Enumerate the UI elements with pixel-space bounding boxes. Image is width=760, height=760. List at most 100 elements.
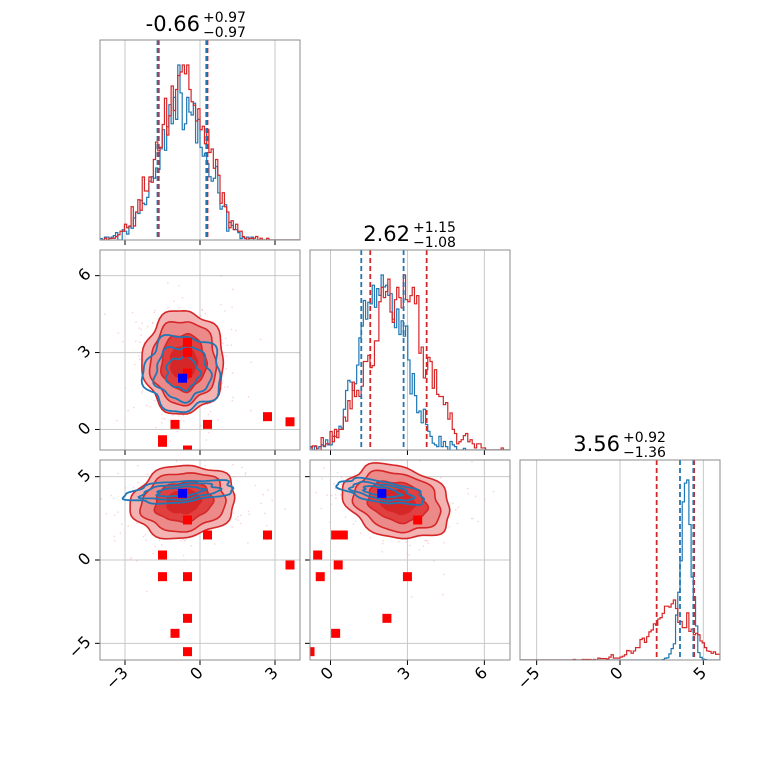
scatter-point: [304, 478, 306, 480]
scatter-point: [121, 523, 123, 525]
scatter-point: [265, 524, 268, 527]
hist-series-b: [100, 64, 300, 240]
sample-marker: [183, 368, 192, 378]
scatter-point: [158, 458, 160, 460]
scatter-point: [154, 309, 156, 312]
scatter-point: [224, 310, 226, 312]
axes-frame: [309, 459, 511, 661]
axes-frame: [519, 459, 721, 661]
scatter-point: [172, 464, 174, 466]
scatter-point: [182, 554, 185, 557]
quantile-lines: [360, 250, 428, 450]
scatter-point: [183, 420, 185, 422]
scatter-point: [117, 511, 119, 513]
sample-marker: [285, 417, 295, 427]
sample-marker: [183, 515, 192, 525]
scatter-point: [212, 446, 214, 448]
x-tick-label: 3: [394, 663, 415, 684]
scatter-point: [167, 454, 169, 456]
scatter-point: [139, 358, 141, 361]
sample-marker: [170, 419, 180, 429]
scatter-point: [135, 522, 138, 525]
scatter-point: [138, 327, 140, 330]
scatter-point: [448, 526, 451, 528]
scatter-point: [340, 476, 343, 479]
scatter-point: [164, 418, 166, 420]
scatter-point: [100, 498, 103, 500]
scatter-point: [264, 512, 266, 515]
scatter-point: [336, 471, 339, 474]
scatter-point: [455, 509, 457, 511]
scatter-point: [149, 405, 151, 408]
scatter-point: [352, 523, 355, 525]
scatter-point: [474, 495, 477, 498]
scatter-point: [321, 477, 323, 480]
truth-marker: [178, 373, 187, 383]
scatter-point: [320, 507, 323, 510]
axes-frame: [99, 459, 301, 661]
scatter-point: [425, 455, 427, 457]
scatter-point: [205, 439, 208, 441]
scatter-point: [207, 431, 210, 434]
contours-series-b: [335, 476, 426, 506]
scatter-point: [426, 540, 429, 542]
scatter-point: [334, 493, 337, 496]
scatter-point: [443, 542, 445, 544]
scatter-point: [227, 386, 229, 388]
sample-marker: [183, 445, 192, 450]
contours-series-b: [140, 334, 222, 414]
x-tick-label: 5: [690, 663, 711, 684]
truth-marker: [377, 488, 387, 498]
scatter-point: [204, 464, 206, 467]
scatter-point: [259, 338, 262, 341]
scatter-point: [483, 498, 486, 501]
scatter-point: [226, 344, 229, 347]
scatter-point: [368, 458, 370, 460]
scatter-point: [117, 472, 119, 475]
scatter-point: [470, 517, 473, 520]
x-tick-label: 6: [471, 663, 492, 684]
sample-marker: [170, 628, 180, 638]
contour-level-b: [140, 334, 222, 414]
scatter-point: [178, 307, 180, 309]
scatter-point: [248, 513, 251, 516]
scatter-point: [250, 361, 253, 364]
title-median: 3.56: [573, 432, 620, 456]
scatter-point: [129, 558, 132, 561]
scatter-point: [127, 525, 129, 527]
scatter-point: [181, 297, 184, 299]
scatter-point: [443, 573, 445, 576]
scatter-point: [183, 559, 185, 561]
scatter-point: [140, 328, 143, 331]
scatter-point: [141, 390, 143, 392]
scatter-point: [221, 379, 224, 382]
scatter-point: [135, 340, 137, 343]
scatter-point: [235, 329, 237, 332]
scatter-point: [232, 463, 234, 466]
scatter-point: [119, 532, 122, 534]
scatter-point: [145, 404, 148, 407]
scatter-point: [333, 483, 336, 485]
scatter-point: [224, 337, 227, 340]
scatter-point: [116, 419, 118, 422]
scatter-point: [284, 508, 286, 511]
scatter-point: [137, 481, 139, 484]
scatter-point: [98, 501, 100, 503]
title-plus: +0.97: [203, 10, 246, 26]
scatter-point: [350, 425, 352, 427]
scatter-point: [247, 395, 250, 398]
scatter-point: [466, 487, 469, 490]
scatter-point: [178, 285, 180, 287]
scatter-point: [110, 494, 112, 497]
axes-frame: [99, 249, 301, 451]
sample-marker: [263, 412, 272, 422]
scatter-point: [231, 399, 234, 402]
scatter-point: [175, 460, 178, 463]
scatter-point: [104, 313, 106, 315]
scatter-point: [136, 560, 138, 562]
quantile-lines: [156, 40, 209, 240]
scatter-point: [408, 544, 411, 547]
sample-marker: [183, 572, 192, 582]
scatter-point: [146, 473, 149, 476]
